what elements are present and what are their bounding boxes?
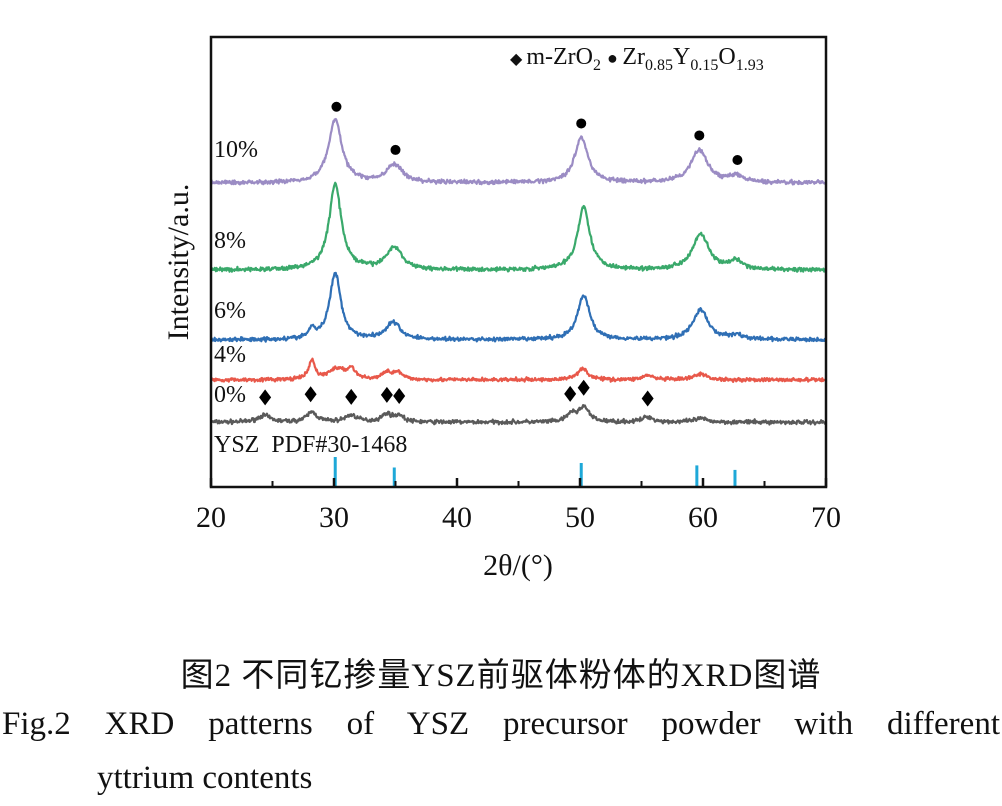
x-tick-label: 20 — [196, 501, 226, 534]
legend: ◆ m-ZrO2 ● Zr0.85Y0.15O1.93 — [510, 44, 764, 75]
diamond-marker — [393, 388, 406, 405]
series-label-10pct: 10% — [214, 137, 258, 163]
circle-marker — [331, 101, 342, 112]
legend-text: 1.93 — [735, 57, 764, 74]
series-line-0pct — [210, 404, 827, 426]
x-tick-label: 50 — [565, 501, 595, 534]
series-line-8pct — [210, 181, 827, 273]
series-line-6pct — [210, 271, 827, 343]
peak-markers — [259, 101, 743, 407]
x-axis-ticks: 20 30 40 50 60 70 — [196, 478, 841, 534]
caption-chinese: 图2 不同钇掺量YSZ前驱体粉体的XRD图谱 — [180, 658, 822, 694]
diamond-marker — [641, 390, 654, 407]
circle-marker — [390, 144, 401, 155]
series-label-6pct: 6% — [214, 298, 246, 324]
caption-english-line1: Fig.2 XRD patterns of YSZ precursor powd… — [2, 706, 1000, 742]
series-label-4pct: 4% — [214, 342, 246, 368]
x-tick-label: 60 — [688, 501, 718, 534]
diamond-icon: ◆ — [510, 51, 527, 68]
x-axis-title: 2θ/(°) — [483, 549, 553, 582]
circle-icon: ● — [606, 48, 623, 68]
legend-text: O — [718, 44, 736, 70]
legend-text: 0.85 — [645, 57, 673, 74]
series-label-0pct: 0% — [214, 382, 246, 408]
series-line-10pct — [210, 117, 827, 186]
x-tick-label: 70 — [811, 501, 841, 534]
diamond-marker — [380, 386, 393, 403]
legend-text: 2 — [592, 57, 601, 74]
diamond-marker — [259, 389, 272, 406]
diamond-marker — [345, 388, 358, 405]
legend-text: Zr — [622, 44, 645, 70]
series-line-4pct — [210, 357, 827, 383]
reference-label: YSZ PDF#30-1468 — [214, 432, 407, 458]
diamond-marker — [564, 385, 577, 402]
circle-marker — [576, 118, 587, 129]
legend-entry-diamond: ◆ m-ZrO2 — [510, 44, 601, 74]
x-tick-label: 30 — [319, 501, 349, 534]
series-label-8pct: 8% — [214, 228, 246, 254]
legend-text: Y — [673, 44, 691, 70]
x-tick-label: 40 — [442, 501, 472, 534]
circle-marker — [694, 130, 705, 141]
circle-marker — [732, 155, 743, 166]
caption-english-line2: yttrium contents — [97, 760, 313, 796]
legend-text: 0.15 — [690, 57, 719, 74]
y-axis-title: Intensity/a.u. — [162, 184, 195, 341]
legend-entry-circle: ● Zr0.85Y0.15O1.93 — [606, 44, 764, 74]
series-group: 0% 4% 6% 8% 10% — [210, 117, 827, 426]
diamond-marker — [304, 386, 317, 403]
legend-text: m-ZrO — [526, 44, 593, 70]
diamond-marker — [577, 379, 590, 396]
